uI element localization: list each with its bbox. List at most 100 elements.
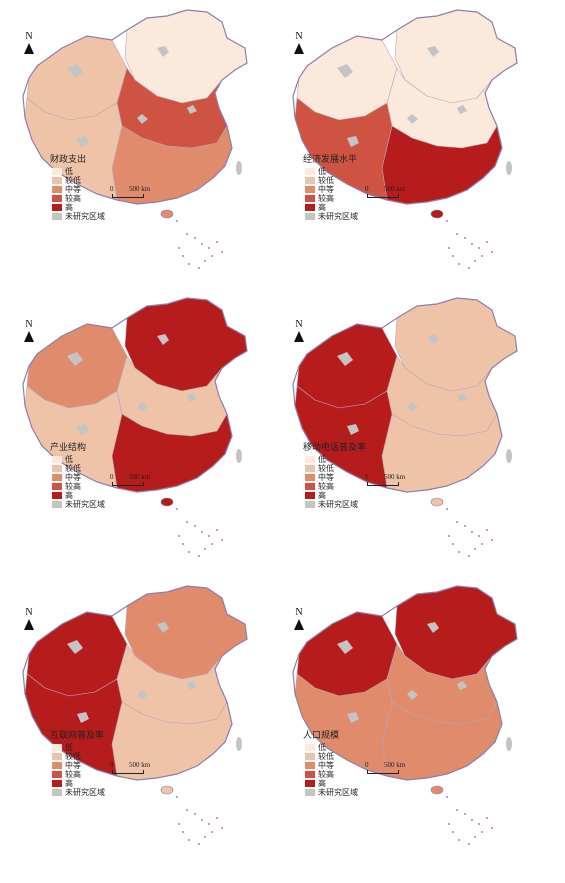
- island-dot: [201, 531, 203, 533]
- legend-title: 互联网普及率: [50, 731, 105, 741]
- unstudied-area: [337, 64, 353, 78]
- legend-swatch: [305, 780, 315, 787]
- island-dot: [468, 267, 470, 269]
- unstudied-area: [137, 402, 148, 412]
- island-dot: [471, 819, 473, 821]
- legend-swatch: [305, 213, 315, 220]
- legend-label: 低: [65, 167, 73, 176]
- island-dot: [186, 233, 188, 235]
- taiwan-island: [236, 737, 242, 751]
- island-dot: [194, 237, 196, 239]
- legend-item: 高: [305, 491, 366, 500]
- legend-item: 较低: [305, 176, 358, 185]
- island-dot: [194, 525, 196, 527]
- hainan-island: [430, 497, 444, 507]
- legend-item: 中等: [305, 185, 358, 194]
- north-label: N: [295, 319, 303, 330]
- scale-bar: 0 500 km: [360, 473, 430, 489]
- island-dot: [211, 831, 213, 833]
- legend-label: 中等: [65, 185, 81, 194]
- legend-title: 移动电话普及率: [303, 443, 367, 453]
- scale-bar-line: [112, 770, 144, 774]
- taiwan-island: [506, 161, 512, 175]
- legend-item: 较高: [305, 194, 358, 203]
- legend-item: 低: [305, 743, 358, 752]
- island-dot: [478, 823, 480, 825]
- legend-swatch: [52, 474, 62, 481]
- north-arrow-icon: [294, 43, 304, 54]
- legend-swatch: [52, 501, 62, 508]
- map-panel-mobile-phone-penetration: N 移动电话普及率低较低 中等 较高高未研究区域 0 500 km: [275, 290, 545, 560]
- scale-bar: 0 500 km: [360, 185, 430, 201]
- unstudied-area: [457, 393, 467, 402]
- legend-item: 高: [52, 779, 105, 788]
- north-label: N: [25, 319, 33, 330]
- legend-item: 中等: [305, 761, 358, 770]
- scale-bar: 0 500 km: [105, 185, 175, 201]
- legend-item: 较低: [52, 176, 105, 185]
- island-dot: [188, 839, 190, 841]
- unstudied-area: [67, 64, 83, 78]
- legend-item: 低: [52, 743, 105, 752]
- taiwan-island: [506, 449, 512, 463]
- island-dot: [446, 220, 448, 222]
- unstudied-area: [157, 46, 169, 57]
- island-dot: [474, 548, 476, 550]
- legend-item: 中等: [52, 473, 105, 482]
- unstudied-area: [77, 424, 89, 435]
- island-dot: [201, 243, 203, 245]
- choropleth-map: [22, 9, 248, 269]
- legend-swatch: [305, 753, 315, 760]
- legend-item: 高: [305, 203, 358, 212]
- scale-distance: 500 km: [384, 185, 406, 193]
- island-dot: [474, 260, 476, 262]
- unstudied-area: [137, 114, 148, 124]
- scale-bar: 0 500 km: [360, 761, 430, 777]
- legend-title: 产业结构: [50, 443, 87, 453]
- legend-swatch: [52, 744, 62, 751]
- scale-distance: 500 km: [384, 473, 406, 481]
- legend-label: 低: [65, 455, 73, 464]
- north-arrow: N: [22, 32, 36, 54]
- legend-label: 未研究区域: [65, 500, 105, 509]
- legend-swatch: [52, 204, 62, 211]
- island-dot: [458, 839, 460, 841]
- unstudied-area: [67, 352, 83, 366]
- island-dot: [491, 539, 493, 541]
- legend-swatch: [52, 492, 62, 499]
- country-outline: [292, 585, 518, 781]
- island-dot: [448, 247, 450, 249]
- legend-label: 高: [318, 203, 326, 212]
- legend-swatch: [305, 186, 315, 193]
- island-dot: [486, 817, 488, 819]
- island-dot: [481, 255, 483, 257]
- legend-item: 未研究区域: [305, 500, 366, 509]
- hainan-island: [430, 209, 444, 219]
- legend-swatch: [52, 762, 62, 769]
- legend-swatch: [305, 789, 315, 796]
- island-dot: [458, 551, 460, 553]
- island-dot: [204, 260, 206, 262]
- north-label: N: [295, 607, 303, 618]
- island-dot: [176, 508, 178, 510]
- hainan-island: [160, 497, 174, 507]
- legend-label: 低: [318, 743, 326, 752]
- legend-item: 低: [305, 455, 366, 464]
- legend-swatch: [52, 780, 62, 787]
- legend-swatch: [305, 474, 315, 481]
- north-arrow: N: [292, 32, 306, 54]
- island-dot: [486, 241, 488, 243]
- legend-swatch: [52, 789, 62, 796]
- island-dot: [186, 809, 188, 811]
- island-dot: [481, 831, 483, 833]
- legend-item: 较高: [305, 770, 358, 779]
- north-arrow: N: [22, 320, 36, 342]
- legend-label: 中等: [318, 473, 334, 482]
- legend-label: 较高: [318, 194, 334, 203]
- legend-swatch: [52, 213, 62, 220]
- island-dot: [211, 255, 213, 257]
- island-dot: [452, 255, 454, 257]
- unstudied-area: [457, 105, 467, 114]
- map-legend: 产业结构低较低 中等 较高高未研究区域: [50, 440, 105, 509]
- scale-zero: 0: [110, 761, 114, 769]
